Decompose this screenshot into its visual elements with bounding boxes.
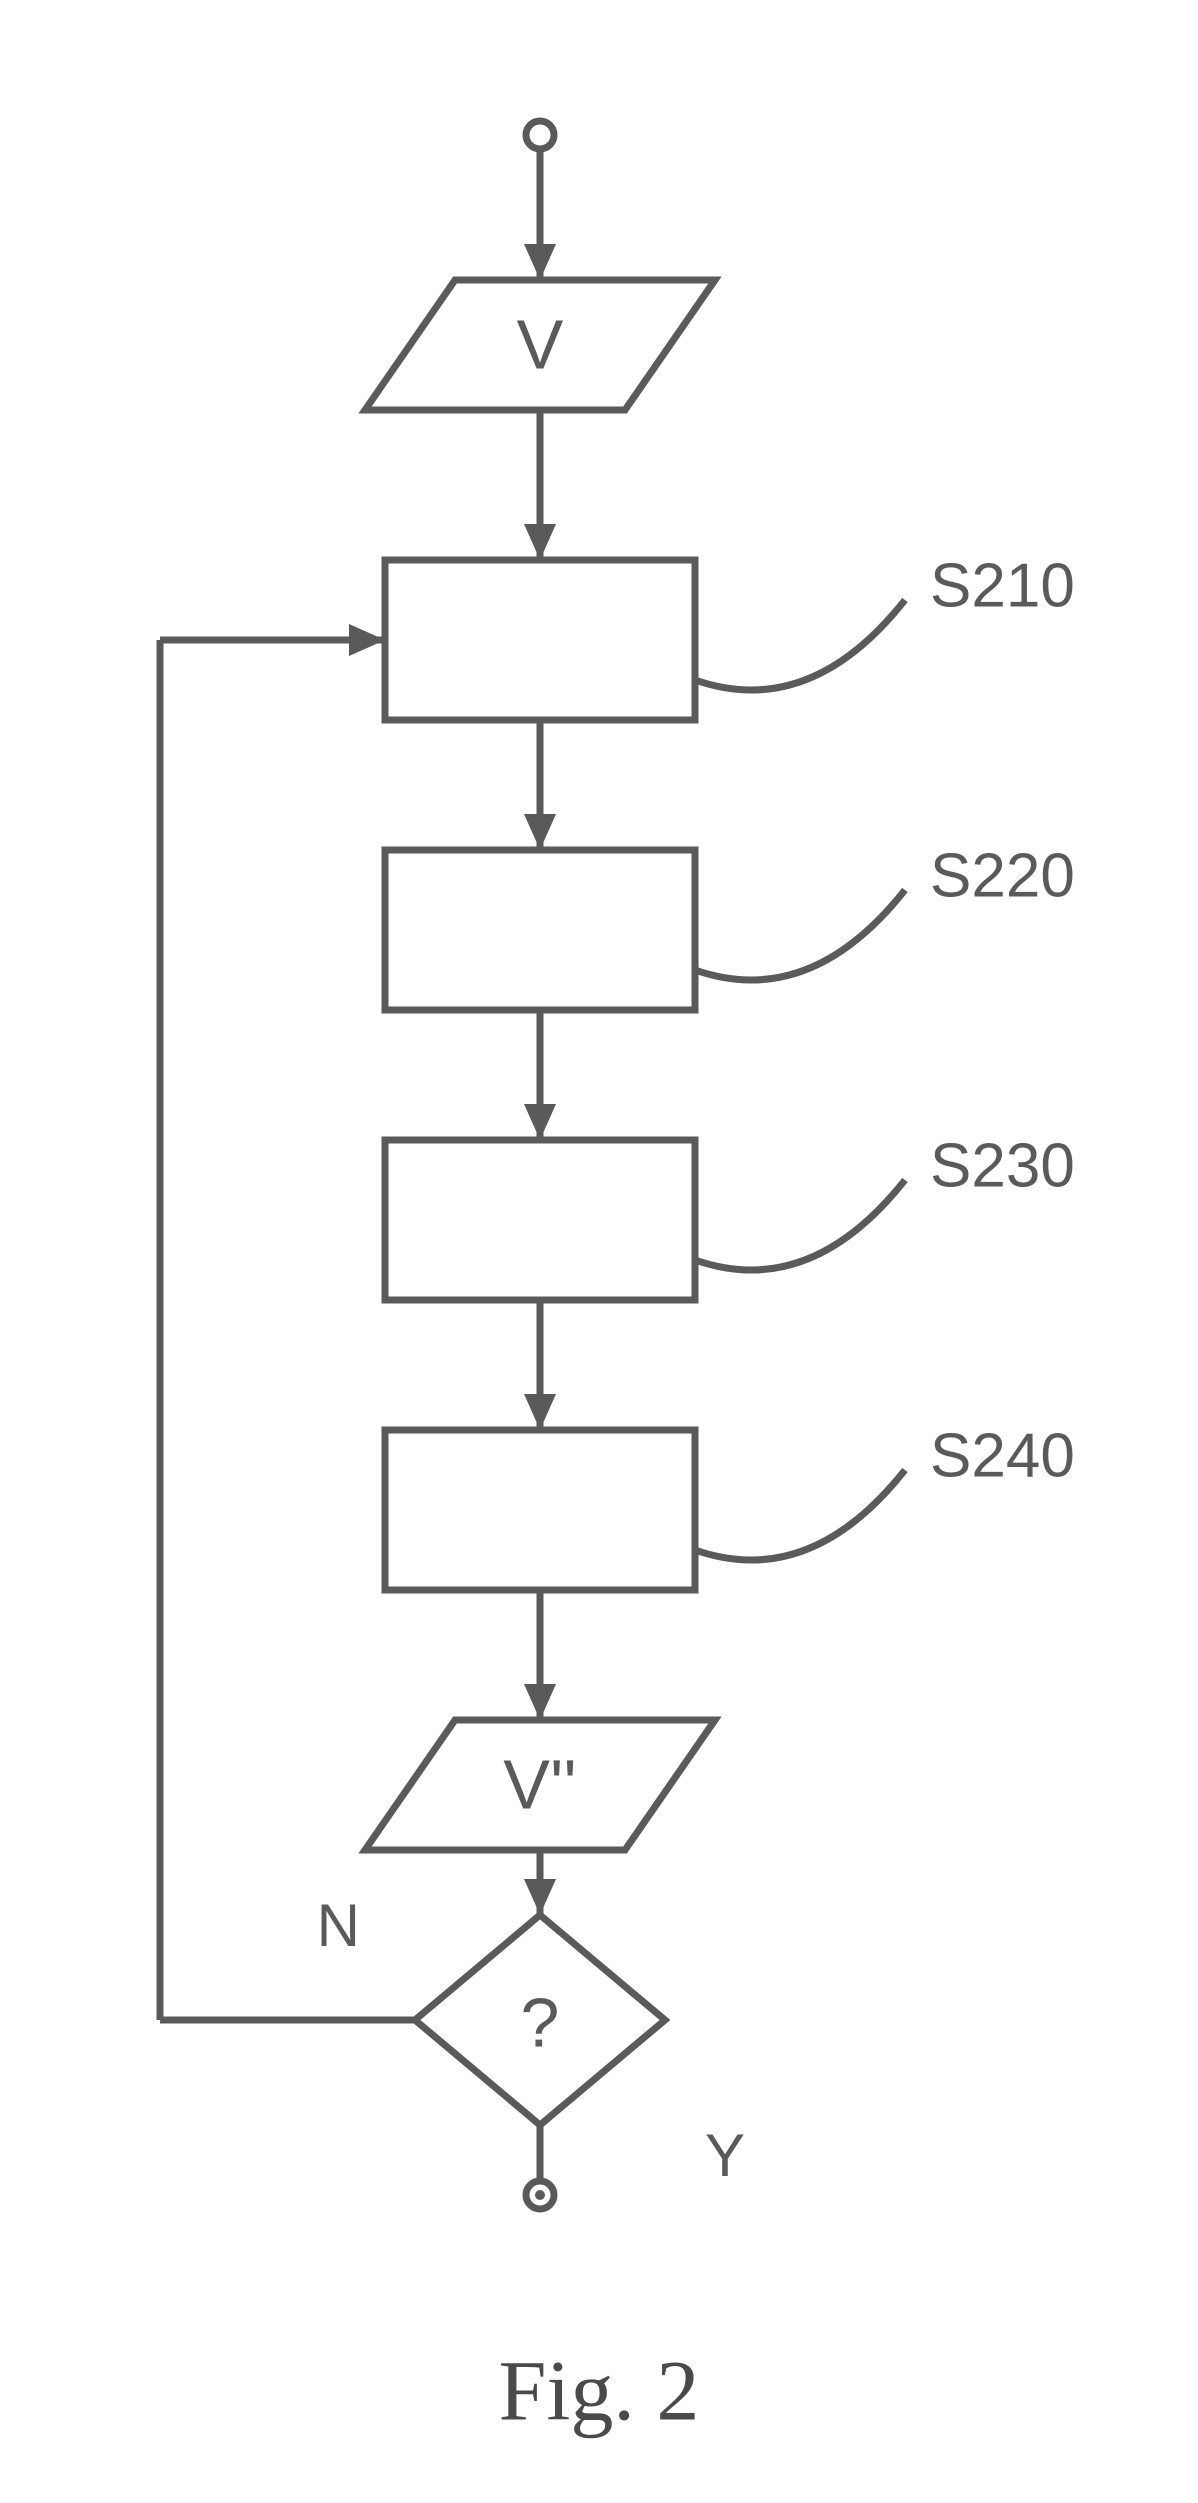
decision-no-label: N bbox=[317, 1892, 360, 1959]
ref-connector-p2 bbox=[695, 890, 905, 980]
ref-label-p2: S220 bbox=[930, 841, 1075, 910]
decision-label: ? bbox=[521, 1983, 560, 2061]
p4 bbox=[385, 1430, 695, 1590]
ref-connector-p1 bbox=[695, 600, 905, 690]
figure-caption: Fig. 2 bbox=[499, 2343, 700, 2439]
start-terminal bbox=[526, 121, 554, 149]
p3 bbox=[385, 1140, 695, 1300]
ref-label-p3: S230 bbox=[930, 1131, 1075, 1200]
decision-yes-label: Y bbox=[705, 2122, 745, 2189]
ref-label-p1: S210 bbox=[930, 551, 1075, 620]
ref-connector-p4 bbox=[695, 1470, 905, 1560]
io-output-label: V'' bbox=[503, 1745, 576, 1823]
ref-label-p4: S240 bbox=[930, 1421, 1075, 1490]
end-terminal-dot bbox=[535, 2190, 545, 2200]
ref-connector-p3 bbox=[695, 1180, 905, 1270]
io-input-label: V bbox=[517, 305, 564, 383]
p1 bbox=[385, 560, 695, 720]
p2 bbox=[385, 850, 695, 1010]
